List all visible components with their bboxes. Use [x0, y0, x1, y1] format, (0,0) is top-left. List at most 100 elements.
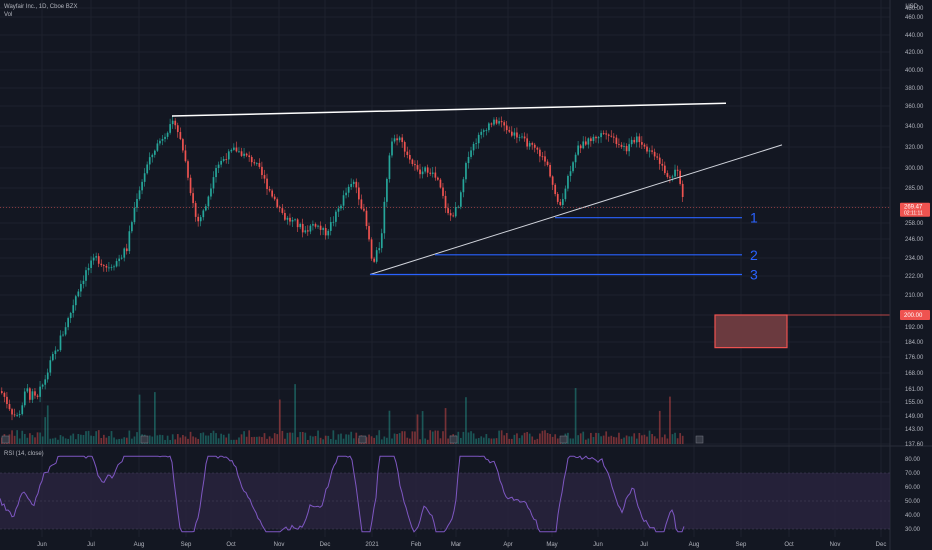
candle-body[interactable] — [222, 159, 225, 161]
candle-body[interactable] — [34, 391, 36, 396]
candle-body[interactable] — [179, 132, 182, 140]
candle-body[interactable] — [462, 179, 465, 193]
candle-body[interactable] — [635, 136, 638, 143]
event-marker-icon[interactable] — [1, 435, 10, 444]
candle-body[interactable] — [498, 121, 500, 124]
candle-body[interactable] — [569, 171, 572, 176]
candle-body[interactable] — [46, 372, 49, 380]
candle-body[interactable] — [136, 198, 138, 208]
candle-body[interactable] — [256, 163, 258, 164]
candle-body[interactable] — [284, 212, 286, 220]
candle-body[interactable] — [607, 134, 610, 136]
candle-body[interactable] — [567, 175, 569, 189]
candle-body[interactable] — [329, 222, 332, 231]
candle-body[interactable] — [161, 138, 164, 141]
rising-trendline[interactable] — [369, 144, 783, 275]
candle-body[interactable] — [355, 181, 358, 188]
candle-body[interactable] — [638, 136, 641, 143]
candle-body[interactable] — [258, 163, 261, 167]
candle-body[interactable] — [610, 135, 613, 137]
candle-body[interactable] — [143, 173, 146, 182]
candle-body[interactable] — [273, 196, 276, 200]
candle-body[interactable] — [439, 179, 442, 188]
candle-body[interactable] — [21, 405, 24, 415]
candle-body[interactable] — [77, 291, 80, 297]
candle-body[interactable] — [454, 207, 457, 217]
candle-body[interactable] — [623, 146, 625, 147]
candle-body[interactable] — [429, 172, 432, 174]
candle-body[interactable] — [18, 414, 21, 416]
candle-body[interactable] — [248, 155, 251, 157]
candle-body[interactable] — [613, 136, 615, 138]
candle-body[interactable] — [411, 159, 414, 165]
candle-body[interactable] — [549, 165, 551, 177]
candle-body[interactable] — [92, 257, 95, 261]
candle-body[interactable] — [528, 143, 531, 147]
candle-body[interactable] — [625, 146, 628, 152]
event-marker-icon[interactable] — [140, 435, 149, 444]
candle-body[interactable] — [205, 206, 207, 211]
candle-body[interactable] — [268, 189, 271, 191]
candle-body[interactable] — [197, 216, 200, 222]
candle-body[interactable] — [189, 177, 192, 194]
candle-body[interactable] — [154, 150, 156, 155]
candle-body[interactable] — [100, 263, 103, 266]
candle-body[interactable] — [74, 296, 77, 306]
candle-body[interactable] — [62, 334, 64, 336]
candle-body[interactable] — [602, 133, 605, 134]
candle-body[interactable] — [11, 409, 13, 415]
candle-body[interactable] — [23, 391, 26, 406]
candle-body[interactable] — [460, 192, 462, 207]
candle-body[interactable] — [373, 258, 375, 262]
candle-body[interactable] — [54, 350, 57, 355]
candle-body[interactable] — [620, 144, 623, 147]
candle-body[interactable] — [416, 165, 419, 170]
candle-body[interactable] — [421, 171, 424, 175]
candle-body[interactable] — [431, 172, 434, 174]
candle-body[interactable] — [199, 217, 202, 222]
candle-body[interactable] — [661, 163, 664, 166]
candle-body[interactable] — [618, 144, 620, 145]
candle-body[interactable] — [240, 151, 243, 156]
candle-body[interactable] — [26, 388, 29, 392]
candle-body[interactable] — [391, 141, 393, 156]
candle-body[interactable] — [296, 219, 299, 228]
candle-body[interactable] — [337, 208, 340, 212]
candle-body[interactable] — [335, 211, 337, 222]
candle-body[interactable] — [105, 265, 108, 268]
candle-body[interactable] — [133, 207, 136, 223]
candle-body[interactable] — [187, 161, 189, 178]
candle-body[interactable] — [90, 260, 92, 268]
candle-body[interactable] — [319, 225, 322, 230]
candle-body[interactable] — [148, 157, 151, 165]
candle-body[interactable] — [291, 220, 294, 222]
candle-body[interactable] — [235, 147, 238, 152]
candle-body[interactable] — [363, 208, 365, 211]
candle-body[interactable] — [64, 327, 67, 335]
candle-body[interactable] — [475, 143, 477, 145]
candle-body[interactable] — [210, 188, 212, 197]
candle-body[interactable] — [533, 144, 536, 148]
candle-body[interactable] — [516, 132, 518, 138]
candle-body[interactable] — [500, 121, 503, 123]
candle-body[interactable] — [592, 136, 595, 142]
candle-body[interactable] — [465, 163, 467, 180]
candle-body[interactable] — [444, 195, 447, 209]
candle-body[interactable] — [426, 167, 429, 173]
candle-body[interactable] — [605, 133, 608, 135]
candle-body[interactable] — [171, 120, 174, 125]
candle-body[interactable] — [409, 154, 411, 160]
candle-body[interactable] — [184, 150, 187, 162]
candle-body[interactable] — [307, 230, 309, 232]
candle-body[interactable] — [358, 187, 360, 200]
candle-body[interactable] — [493, 119, 495, 125]
candle-body[interactable] — [217, 164, 220, 168]
candle-body[interactable] — [664, 165, 666, 174]
candle-body[interactable] — [103, 265, 105, 266]
candle-body[interactable] — [263, 175, 266, 179]
candle-body[interactable] — [176, 125, 179, 133]
candle-body[interactable] — [166, 132, 169, 137]
candle-body[interactable] — [39, 386, 41, 397]
candle-body[interactable] — [666, 173, 669, 177]
candle-body[interactable] — [541, 156, 544, 158]
